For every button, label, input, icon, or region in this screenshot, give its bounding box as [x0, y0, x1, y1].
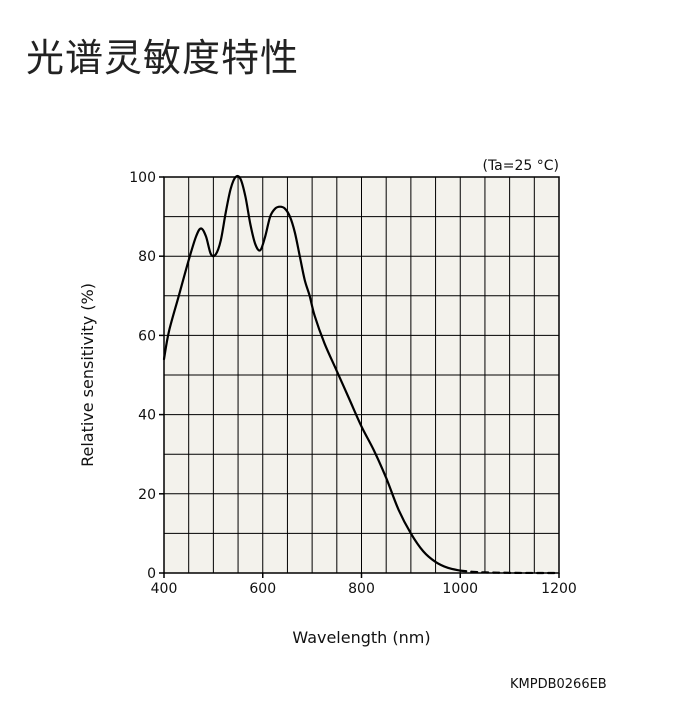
y-tick-label: 0 — [147, 566, 156, 582]
page-title: 光谱灵敏度特性 — [26, 36, 300, 80]
x-tick-label: 400 — [151, 581, 178, 597]
tick-labels: 400 600 800 1000 1200 0 20 40 60 80 100 — [129, 170, 577, 597]
y-tick-label: 80 — [138, 249, 156, 265]
condition-label: (Ta=25 °C) — [482, 158, 559, 174]
grid — [164, 177, 559, 573]
y-axis-title: Relative sensitivity (%) — [78, 283, 97, 467]
sensitivity-curve — [162, 174, 462, 572]
y-tick-label: 100 — [129, 170, 156, 186]
y-tick-label: 60 — [138, 328, 156, 344]
x-axis-title: Wavelength (nm) — [292, 628, 430, 647]
x-tick-label: 1200 — [541, 581, 577, 597]
document-code: KMPDB0266EB — [510, 677, 607, 692]
x-tick-label: 800 — [348, 581, 375, 597]
x-tick-label: 1000 — [442, 581, 478, 597]
x-tick-label: 600 — [249, 581, 276, 597]
ticks — [159, 176, 560, 578]
y-tick-label: 20 — [138, 487, 156, 503]
y-tick-label: 40 — [138, 408, 156, 424]
